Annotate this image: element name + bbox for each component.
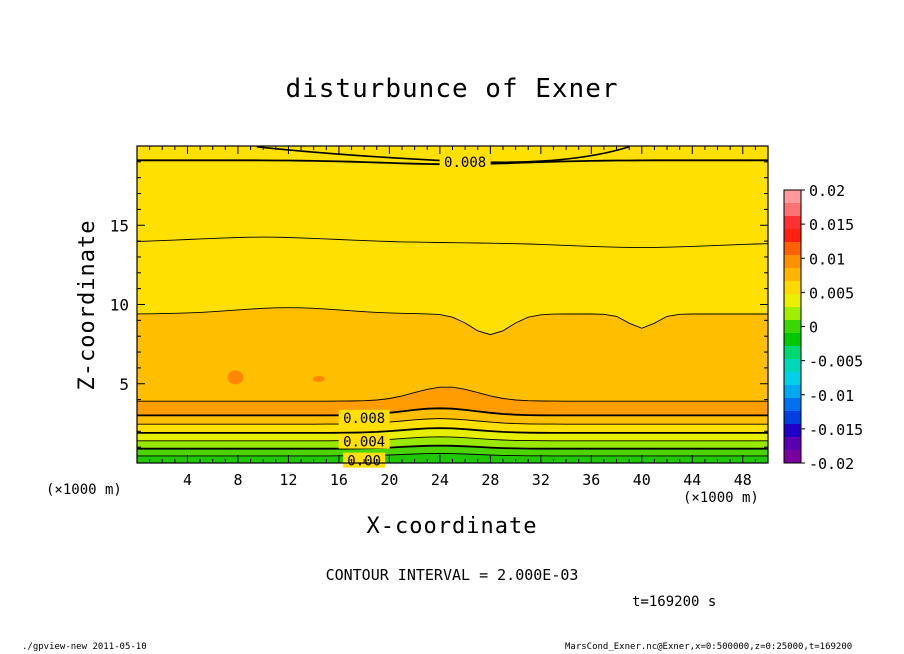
x-axis-label: X-coordinate — [366, 514, 538, 539]
colorbar-swatch — [784, 359, 801, 373]
colorbar-label: -0.02 — [809, 455, 854, 473]
colorbar-swatch — [784, 307, 801, 321]
colorbar-swatch — [784, 372, 801, 386]
colorbar-swatch — [784, 450, 801, 464]
y-axis: 5 10 15 — [110, 145, 768, 464]
contour-line — [137, 407, 768, 417]
colorbar-label: 0.02 — [809, 182, 845, 200]
contour-label: 0.004 — [343, 435, 385, 451]
colorbar-label: 0 — [809, 319, 818, 337]
field-band — [137, 453, 768, 463]
y-tick-label: 15 — [110, 216, 129, 235]
colorbar-swatch — [784, 346, 801, 360]
x-tick-label: 32 — [532, 471, 550, 489]
x-axis: 4 8 12 16 20 24 28 32 36 40 44 48 — [136, 146, 769, 489]
contour-label: 0.008 — [444, 155, 486, 171]
contour-label-bg — [338, 409, 390, 425]
colorbar-label: -0.005 — [809, 353, 863, 371]
colorbar: 0.02 0.015 0.01 0.005 0 -0.005 -0.01 -0.015 -0.0… — [783, 182, 863, 473]
y-axis-label: Z-coordinate — [75, 220, 100, 391]
x-tick-label: 24 — [431, 471, 449, 489]
colorbar-label: -0.015 — [809, 421, 863, 439]
colorbar-swatch — [784, 320, 801, 334]
colorbar-swatch — [784, 294, 801, 308]
x-tick-label: 48 — [734, 471, 752, 489]
x-tick-label: 8 — [233, 471, 242, 489]
contour-label-bg — [338, 433, 390, 449]
contour-line — [137, 453, 768, 457]
colorbar-label: 0.01 — [809, 250, 845, 268]
colorbar-swatch — [784, 281, 801, 295]
contour-line — [137, 307, 768, 336]
x-tick-label: 36 — [582, 471, 600, 489]
colorbar-swatch — [784, 190, 801, 204]
colorbar-swatch — [784, 203, 801, 217]
colorbar-swatch — [784, 437, 801, 451]
colorbar-swatch — [784, 268, 801, 282]
colorbar-swatch — [784, 385, 801, 399]
contour-line — [137, 418, 768, 425]
colorbar-swatch — [784, 216, 801, 230]
colorbar-label: 0.005 — [809, 284, 854, 302]
chart-title: disturbunce of Exner — [285, 74, 619, 104]
x-tick-label: 20 — [380, 471, 398, 489]
x-tick-label: 12 — [279, 471, 297, 489]
colorbar-label: -0.01 — [809, 387, 854, 405]
contour-line — [137, 436, 768, 442]
x-tick-label: 44 — [683, 471, 701, 489]
field-spot — [312, 375, 325, 382]
time-label: t=169200 s — [632, 594, 717, 610]
x-tick-label: 4 — [183, 471, 192, 489]
contour-label-bg — [439, 153, 491, 169]
footer-right: MarsCond_Exner.nc@Exner,x=0:500000,z=0:2… — [565, 642, 853, 652]
x-tick-label: 16 — [330, 471, 348, 489]
x-unit-right: (×1000 m) — [683, 490, 759, 506]
colorbar-swatch — [784, 242, 801, 256]
colorbar-swatch — [784, 398, 801, 412]
contour-interval: CONTOUR INTERVAL = 2.000E-03 — [325, 566, 579, 584]
x-tick-label: 28 — [481, 471, 499, 489]
contour-label: 0.008 — [343, 411, 385, 427]
y-tick-label: 10 — [110, 296, 129, 315]
colorbar-swatch — [784, 411, 801, 425]
field-spot — [227, 370, 244, 385]
colorbar-swatch — [784, 333, 801, 347]
colorbar-swatch — [784, 255, 801, 269]
contour-line — [137, 386, 768, 402]
y-tick-label: 5 — [119, 375, 129, 394]
x-tick-label: 40 — [633, 471, 651, 489]
x-unit-left: (×1000 m) — [46, 482, 122, 498]
contour-line — [137, 444, 768, 450]
colorbar-swatch — [784, 424, 801, 438]
contour-line — [137, 236, 768, 248]
colorbar-swatch — [784, 229, 801, 243]
colorbar-label: 0.015 — [809, 216, 854, 234]
contour-line — [137, 427, 768, 434]
footer-left: ./gpview-new 2011-05-10 — [22, 642, 147, 652]
